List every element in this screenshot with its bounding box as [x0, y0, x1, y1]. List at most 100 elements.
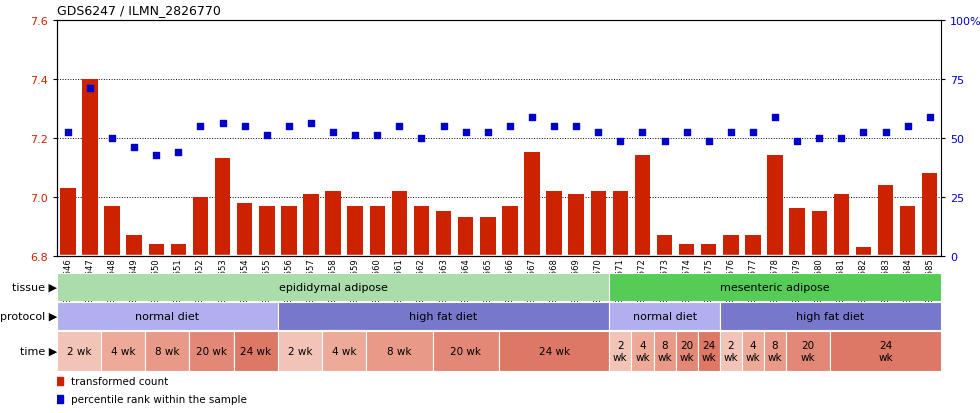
Bar [786, 331, 830, 371]
Bar [499, 331, 610, 371]
Bar [303, 194, 318, 256]
Bar [745, 235, 760, 256]
Point [237, 123, 253, 130]
Point [148, 153, 164, 159]
Bar [322, 331, 367, 371]
Text: 8 wk: 8 wk [387, 346, 412, 356]
Text: protocol ▶: protocol ▶ [0, 311, 57, 321]
Point [126, 144, 142, 150]
Point [104, 135, 120, 142]
Point [834, 135, 850, 142]
Bar [834, 194, 849, 256]
Bar [767, 156, 783, 256]
Point [789, 138, 805, 145]
Text: epididymal adipose: epididymal adipose [278, 282, 387, 292]
Text: GDS6247 / ILMN_2826770: GDS6247 / ILMN_2826770 [57, 4, 220, 17]
Text: 20 wk: 20 wk [450, 346, 481, 356]
Point [303, 120, 318, 127]
Point [590, 129, 606, 136]
Bar [458, 218, 473, 256]
Bar [679, 244, 695, 256]
Text: normal diet: normal diet [135, 311, 199, 321]
Text: transformed count: transformed count [71, 376, 169, 386]
Bar [764, 331, 786, 371]
Bar [654, 331, 675, 371]
Bar [278, 331, 322, 371]
Text: tissue ▶: tissue ▶ [12, 282, 57, 292]
Point [635, 129, 651, 136]
Bar [171, 244, 186, 256]
Point [723, 129, 739, 136]
Point [767, 114, 783, 121]
Bar [57, 273, 610, 301]
Point [612, 138, 628, 145]
Text: 8
wk: 8 wk [767, 340, 782, 362]
Bar [610, 331, 631, 371]
Text: 24
wk: 24 wk [878, 340, 893, 362]
Bar [719, 302, 941, 330]
Point [546, 123, 562, 130]
Bar [60, 188, 75, 256]
Bar [719, 331, 742, 371]
Bar [610, 273, 941, 301]
Text: mesenteric adipose: mesenteric adipose [720, 282, 830, 292]
Text: 24 wk: 24 wk [538, 346, 569, 356]
Bar [900, 206, 915, 256]
Text: 8
wk: 8 wk [658, 340, 672, 362]
Bar [233, 331, 278, 371]
Bar [790, 209, 805, 256]
Bar [830, 331, 941, 371]
Text: 4 wk: 4 wk [111, 346, 135, 356]
Point [502, 123, 517, 130]
Text: percentile rank within the sample: percentile rank within the sample [71, 394, 247, 404]
Point [811, 135, 827, 142]
Text: time ▶: time ▶ [20, 346, 57, 356]
Point [347, 132, 363, 139]
Bar [325, 191, 341, 256]
Point [369, 132, 385, 139]
Text: 4 wk: 4 wk [332, 346, 357, 356]
Bar [57, 331, 101, 371]
Text: 8 wk: 8 wk [155, 346, 179, 356]
Point [701, 138, 716, 145]
Text: 24
wk: 24 wk [702, 340, 716, 362]
Point [922, 114, 938, 121]
Point [414, 135, 429, 142]
Point [171, 150, 186, 157]
Bar [149, 244, 164, 256]
Point [193, 123, 209, 130]
Bar [701, 244, 716, 256]
Bar [480, 218, 496, 256]
Bar [278, 302, 610, 330]
Bar [878, 185, 894, 256]
Bar [546, 191, 562, 256]
Bar [635, 156, 650, 256]
Text: high fat diet: high fat diet [410, 311, 477, 321]
Bar [189, 331, 233, 371]
Bar [82, 79, 98, 256]
Bar [237, 203, 253, 256]
Bar [698, 331, 719, 371]
Point [458, 129, 473, 136]
Bar [145, 331, 189, 371]
Bar [348, 206, 363, 256]
Point [325, 129, 341, 136]
Text: 2 wk: 2 wk [67, 346, 91, 356]
Bar [414, 206, 429, 256]
Bar [723, 235, 739, 256]
Bar [104, 206, 120, 256]
Text: 4
wk: 4 wk [746, 340, 760, 362]
Bar [657, 235, 672, 256]
Bar [631, 331, 654, 371]
Text: 4
wk: 4 wk [635, 340, 650, 362]
Bar [369, 206, 385, 256]
Bar [193, 197, 208, 256]
Bar [57, 302, 278, 330]
Text: 2
wk: 2 wk [723, 340, 738, 362]
Text: 20
wk: 20 wk [679, 340, 694, 362]
Bar [101, 331, 145, 371]
Bar [392, 191, 407, 256]
Bar [612, 191, 628, 256]
Bar [675, 331, 698, 371]
Point [82, 85, 98, 92]
